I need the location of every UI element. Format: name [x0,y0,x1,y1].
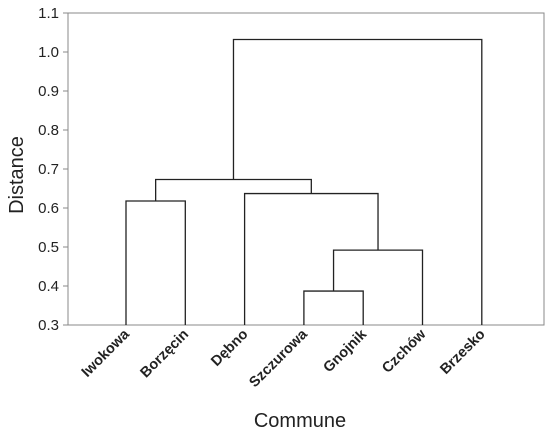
dendrogram-link-m3 [125,200,186,325]
y-tick-label: 0.3 [38,317,59,334]
leaf-label: Gnojnik [321,326,371,376]
dendrogram-link-m4 [243,192,379,325]
y-tick-label: 0.6 [38,200,59,217]
plot-frame [67,12,545,326]
y-tick-label: 1.0 [38,44,59,61]
leaf-label: Szczurowa [246,326,311,391]
y-tick-label: 0.7 [38,161,59,178]
y-tick-label: 0.8 [38,122,59,139]
dendrogram-link-m6 [232,38,483,325]
dendrogram-link-m2 [332,249,424,325]
y-axis-title: Distance [6,136,28,214]
dendrogram-link-m5 [154,178,312,201]
x-axis-title: Commune [254,410,346,432]
leaf-label: Borzęcin [138,327,193,382]
dendrogram-link-m1 [303,290,364,325]
leaf-label: Czchów [379,326,430,377]
y-tick-label: 0.9 [38,83,59,100]
leaf-label: Iwokowa [79,326,134,381]
y-axis-ticks: 0.3 0.4 0.5 0.6 0.7 0.8 0.9 1.0 1.1 [38,5,68,334]
y-tick-label: 1.1 [38,5,59,22]
y-tick-label: 0.5 [38,239,59,256]
leaf-label: Brzesko [437,326,488,377]
leaf-label: Dębno [208,326,251,369]
y-tick-label: 0.4 [38,278,59,295]
dendrogram-links [125,38,483,325]
